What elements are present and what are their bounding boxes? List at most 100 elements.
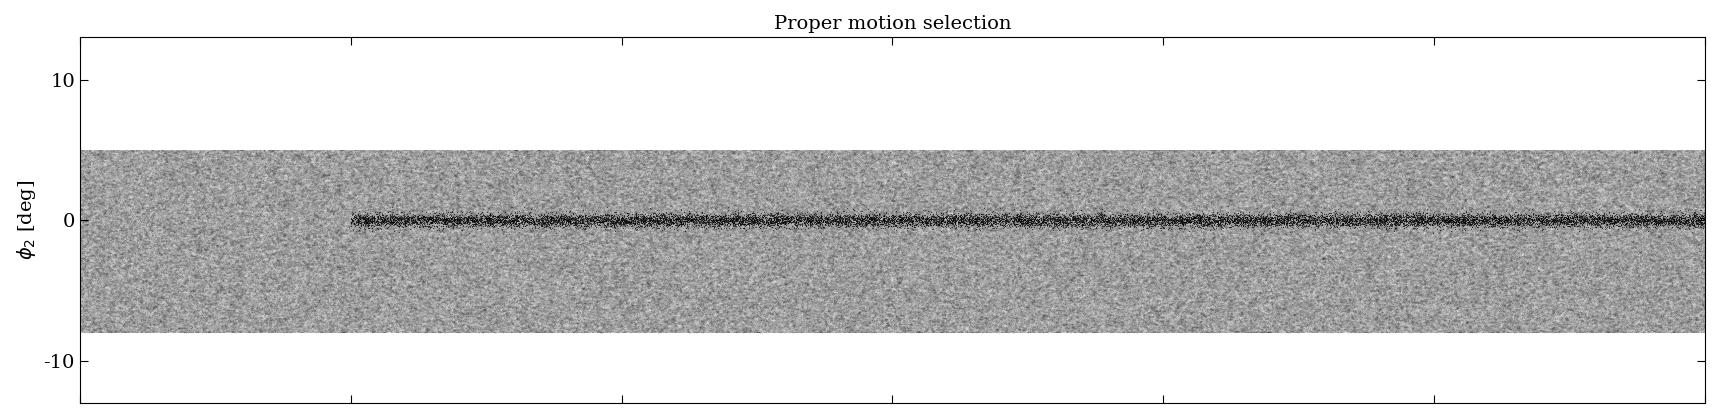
Point	[298, 258, 325, 265]
Point	[131, 149, 158, 155]
Point	[743, 274, 771, 281]
Point	[931, 257, 958, 264]
Point	[525, 179, 552, 186]
Point	[1402, 170, 1429, 177]
Point	[509, 225, 537, 232]
Point	[556, 263, 583, 269]
Point	[182, 326, 210, 333]
Point	[227, 172, 255, 179]
Point	[843, 211, 870, 218]
Point	[1477, 259, 1505, 265]
Point	[729, 234, 757, 241]
Point	[999, 228, 1027, 234]
Point	[390, 320, 418, 327]
Point	[1687, 164, 1715, 171]
Point	[1133, 216, 1161, 222]
Point	[143, 216, 170, 222]
Point	[802, 179, 829, 186]
Point	[120, 319, 148, 326]
Point	[162, 227, 189, 233]
Point	[205, 202, 232, 209]
Point	[831, 311, 858, 318]
Point	[198, 316, 225, 322]
Point	[1244, 160, 1271, 167]
Point	[666, 240, 693, 246]
Point	[741, 294, 769, 301]
Point	[759, 230, 786, 237]
Point	[953, 247, 980, 254]
Point	[392, 174, 420, 181]
Point	[1060, 235, 1087, 242]
Point	[144, 242, 172, 249]
Point	[1051, 212, 1078, 219]
Point	[1347, 216, 1374, 223]
Point	[120, 212, 148, 219]
Point	[1158, 194, 1185, 201]
Point	[384, 250, 411, 257]
Point	[1648, 306, 1675, 313]
Point	[726, 159, 753, 166]
Point	[260, 306, 287, 313]
Point	[556, 256, 583, 263]
Point	[299, 206, 327, 213]
Point	[719, 310, 746, 317]
Point	[126, 148, 153, 155]
Point	[1085, 282, 1113, 288]
Point	[370, 310, 397, 316]
Point	[1393, 218, 1421, 225]
Point	[487, 279, 514, 286]
Point	[1292, 317, 1319, 324]
Point	[356, 287, 384, 293]
Point	[511, 318, 538, 325]
Point	[473, 170, 501, 176]
Point	[368, 255, 396, 262]
Point	[1498, 220, 1526, 227]
Point	[982, 239, 1010, 245]
Point	[447, 306, 475, 313]
Point	[824, 301, 851, 308]
Point	[748, 320, 776, 326]
Point	[1364, 324, 1391, 331]
Point	[729, 149, 757, 155]
Point	[153, 250, 181, 256]
Point	[114, 271, 141, 278]
Point	[986, 284, 1013, 291]
Point	[1474, 199, 1502, 206]
Point	[464, 168, 492, 175]
Point	[743, 225, 771, 232]
Point	[798, 171, 826, 178]
Point	[623, 190, 650, 196]
Point	[174, 210, 201, 217]
Point	[279, 160, 306, 167]
Point	[944, 278, 972, 284]
Point	[1008, 212, 1035, 218]
Point	[1113, 271, 1140, 278]
Point	[1053, 178, 1080, 185]
Point	[1548, 185, 1576, 191]
Point	[1663, 148, 1691, 155]
Point	[619, 184, 647, 190]
Point	[636, 165, 664, 172]
Point	[203, 288, 230, 295]
Point	[1594, 214, 1622, 221]
Point	[1629, 261, 1656, 268]
Point	[1639, 209, 1667, 216]
Point	[1268, 274, 1295, 280]
Point	[717, 251, 745, 257]
Point	[812, 178, 839, 184]
Point	[912, 165, 939, 172]
Point	[858, 198, 886, 205]
Point	[652, 186, 679, 193]
Point	[771, 252, 798, 258]
Point	[679, 171, 707, 178]
Point	[815, 296, 843, 302]
Point	[370, 191, 397, 198]
Point	[1410, 189, 1438, 196]
Point	[1467, 290, 1495, 297]
Point	[1512, 280, 1539, 286]
Point	[573, 320, 600, 327]
Point	[461, 282, 488, 288]
Point	[1393, 274, 1421, 280]
Point	[1324, 211, 1352, 218]
Point	[1099, 276, 1127, 283]
